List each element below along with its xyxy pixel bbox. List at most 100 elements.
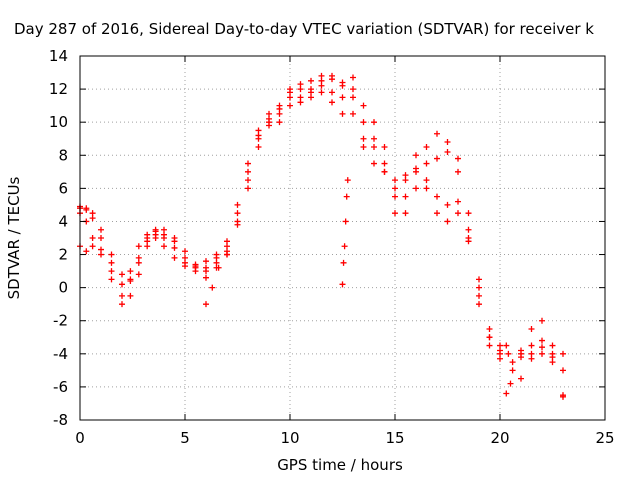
data-point (560, 350, 566, 357)
data-point (341, 243, 348, 250)
data-point (152, 226, 159, 233)
data-point (486, 342, 493, 349)
data-point (381, 160, 388, 167)
chart-title: Day 287 of 2016, Sidereal Day-to-day VTE… (14, 20, 594, 38)
data-point (528, 342, 535, 349)
data-point (402, 210, 409, 217)
data-point (266, 115, 272, 122)
data-point (444, 139, 451, 146)
data-point (287, 94, 293, 101)
data-point (371, 160, 377, 167)
plot-area (77, 72, 566, 400)
data-point (89, 243, 96, 250)
data-point (308, 77, 314, 84)
data-point (234, 201, 241, 208)
data-point (381, 144, 388, 150)
data-point (371, 135, 377, 142)
data-point (465, 235, 472, 241)
y-tick-label: 8 (58, 146, 68, 164)
data-point (455, 210, 461, 217)
data-point (560, 393, 566, 400)
data-series (77, 81, 503, 362)
data-series (503, 337, 566, 382)
data-point (507, 380, 514, 387)
data-point (255, 135, 262, 142)
data-point (152, 235, 159, 241)
data-point (505, 350, 512, 357)
x-tick-label: 5 (180, 429, 190, 447)
data-point (476, 301, 482, 308)
data-point (224, 238, 230, 245)
data-point (276, 119, 283, 126)
y-tick-label: 0 (58, 279, 68, 297)
grid (80, 56, 605, 420)
data-point (329, 99, 335, 106)
data-point (127, 276, 134, 283)
x-tick-label: 0 (75, 429, 85, 447)
data-point (192, 263, 199, 270)
data-point (413, 165, 419, 172)
data-point (245, 160, 251, 167)
data-point (287, 86, 293, 93)
data-point (476, 276, 482, 283)
data-point (329, 72, 335, 79)
data-point (423, 160, 430, 167)
data-point (402, 193, 409, 200)
data-point (444, 148, 451, 155)
data-point (497, 355, 503, 362)
data-point (392, 193, 398, 200)
data-point (339, 94, 346, 101)
data-point (245, 185, 251, 192)
y-tick-label: 12 (49, 80, 68, 98)
data-point (455, 198, 461, 205)
data-point (392, 177, 398, 184)
data-point (203, 301, 209, 308)
data-point (350, 110, 356, 117)
data-point (89, 210, 96, 217)
data-point (434, 155, 440, 162)
data-point (135, 271, 142, 278)
data-point (171, 244, 178, 251)
data-point (503, 342, 510, 349)
data-point (127, 292, 134, 299)
data-point (509, 359, 516, 366)
data-series (505, 344, 566, 400)
data-point (108, 259, 115, 266)
data-point (127, 268, 134, 275)
data-point (360, 135, 367, 142)
data-point (287, 102, 293, 109)
data-point (161, 231, 167, 238)
data-point (213, 251, 220, 258)
data-point (83, 205, 90, 212)
data-point (245, 168, 251, 175)
data-point (255, 144, 262, 150)
x-tick-label: 25 (595, 429, 614, 447)
data-point (182, 263, 188, 270)
x-tick-label: 10 (280, 429, 299, 447)
y-tick-label: 14 (49, 47, 68, 65)
data-point (528, 355, 535, 362)
data-point (423, 144, 430, 150)
data-point (108, 251, 115, 258)
data-point (135, 243, 142, 250)
data-point (539, 344, 545, 351)
data-point (343, 193, 350, 200)
data-series (503, 342, 566, 399)
data-point (108, 268, 115, 275)
data-point (518, 375, 524, 382)
data-point (560, 367, 566, 374)
data-point (144, 235, 151, 241)
x-axis-ticks: 0 5 10 15 20 25 (75, 56, 615, 447)
data-point (486, 326, 493, 332)
data-point (234, 218, 241, 225)
data-point (255, 127, 262, 134)
data-point (497, 342, 503, 349)
data-point (392, 185, 398, 192)
y-tick-label: 10 (49, 113, 68, 131)
data-point (350, 74, 356, 81)
x-axis-label: GPS time / hours (277, 456, 403, 474)
plot-frame (79, 55, 606, 421)
y-tick-label: -8 (53, 411, 68, 429)
y-tick-label: -2 (53, 312, 68, 330)
data-point (203, 264, 209, 271)
